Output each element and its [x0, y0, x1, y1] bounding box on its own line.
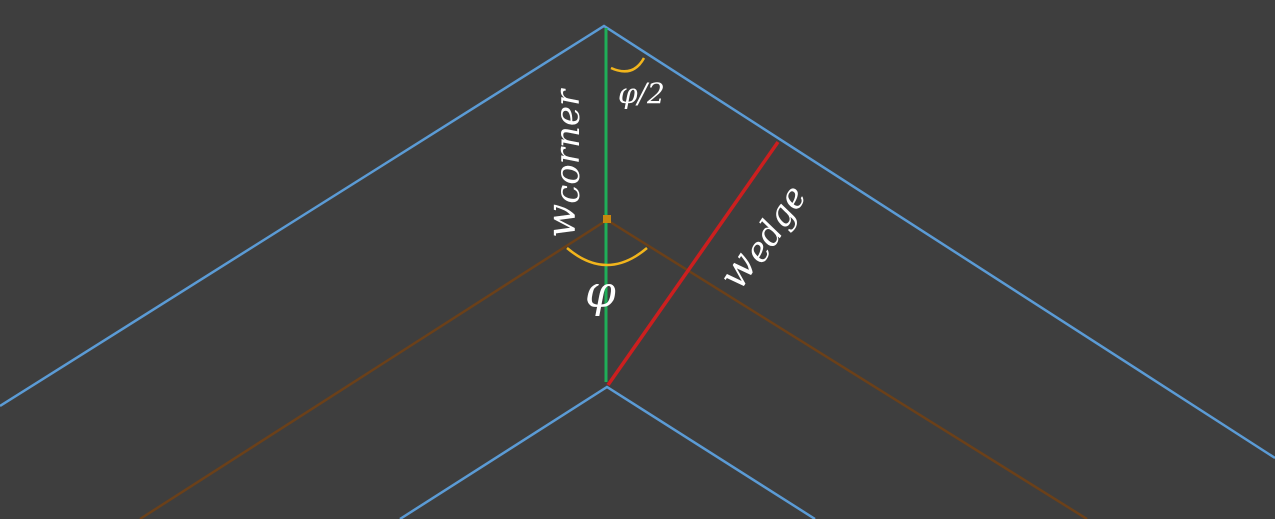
outer-edge-top	[0, 24, 1275, 460]
edge-width-line	[606, 140, 780, 387]
outer-edge-bottom	[399, 385, 816, 519]
w-corner-label: wcorner	[539, 88, 588, 238]
vertex-marker	[603, 215, 611, 223]
angle-arc-phi	[566, 247, 648, 267]
phi-label: φ	[585, 267, 616, 318]
phi-half-label: φ/2	[618, 77, 665, 110]
angle-arc-phi-half	[610, 57, 646, 73]
